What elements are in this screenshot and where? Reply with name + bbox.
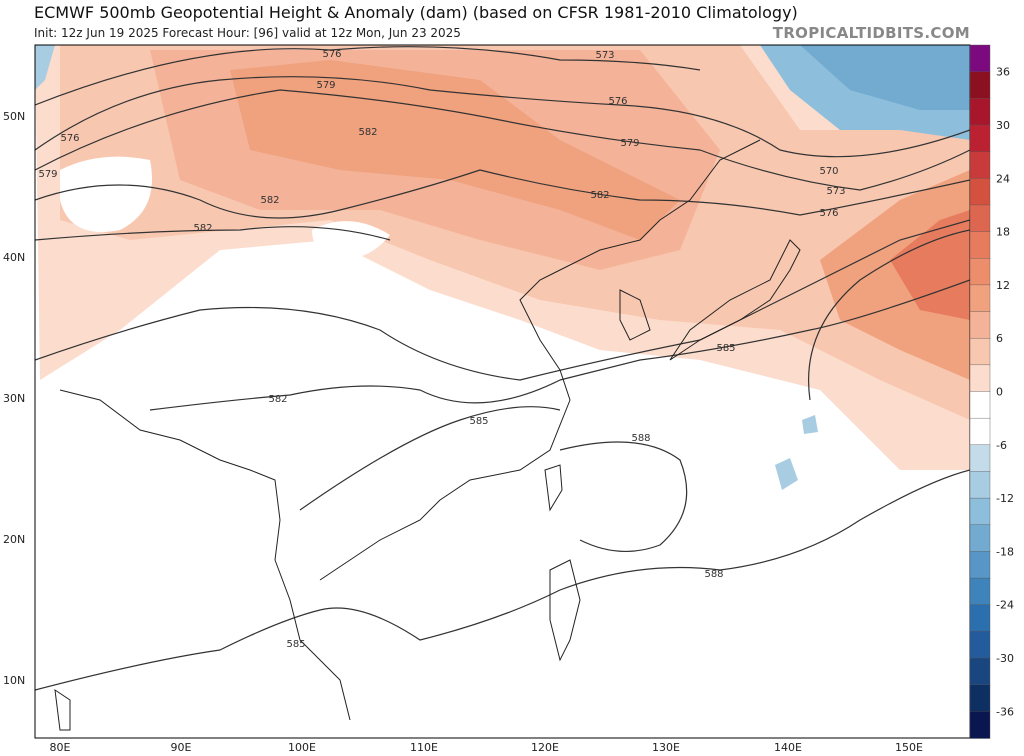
colorbar-swatch xyxy=(969,258,991,286)
contour-label: 570 xyxy=(819,166,838,177)
colorbar: 36 30 24 18 12 6 0 -6 -12 -18 -24 -30 -36 xyxy=(969,44,1014,739)
colorbar-swatch xyxy=(969,311,991,339)
contour-label: 588 xyxy=(704,569,723,580)
colorbar-label: 12 xyxy=(996,279,1010,292)
colorbar-label: 30 xyxy=(996,119,1010,132)
contour-label: 582 xyxy=(590,190,609,201)
lat-label: 30N xyxy=(3,392,25,405)
colorbar-swatch xyxy=(969,711,991,739)
colorbar-swatch xyxy=(969,524,991,553)
contour-label: 579 xyxy=(620,138,639,149)
contour-label: 576 xyxy=(819,208,838,219)
lat-label: 10N xyxy=(3,674,25,687)
colorbar-swatch xyxy=(969,364,991,393)
colorbar-swatch xyxy=(969,71,991,100)
contour-label: 585 xyxy=(286,639,305,650)
colorbar-swatch xyxy=(969,98,991,126)
contour-label: 579 xyxy=(38,169,57,180)
colorbar-swatch xyxy=(969,337,991,366)
colorbar-label: -18 xyxy=(996,545,1014,558)
contour-label: 576 xyxy=(322,49,341,60)
contour-label: 582 xyxy=(260,195,279,206)
lon-label: 130E xyxy=(652,741,680,754)
colorbar-swatch xyxy=(969,497,991,526)
contour-label: 576 xyxy=(608,96,627,107)
lon-label: 150E xyxy=(895,741,923,754)
colorbar-swatch xyxy=(969,44,991,73)
lat-label: 50N xyxy=(3,110,25,123)
colorbar-swatch xyxy=(969,577,991,606)
colorbar-swatch xyxy=(969,551,991,579)
colorbar-label: -36 xyxy=(996,705,1014,718)
contour-label: 579 xyxy=(316,80,335,91)
contour-label: 585 xyxy=(716,343,735,354)
colorbar-swatch xyxy=(969,151,991,179)
colorbar-swatch xyxy=(969,417,991,446)
colorbar-swatch xyxy=(969,444,991,473)
lat-label: 20N xyxy=(3,533,25,546)
contour-label: 576 xyxy=(60,133,79,144)
lon-label: 120E xyxy=(531,741,559,754)
contour-label: 573 xyxy=(595,50,614,61)
contour-labels: 576 579 576 573 576 579 582 582 582 582 582 579 570 5… xyxy=(38,49,845,650)
brand-watermark: TROPICALTIDBITS.COM xyxy=(772,24,970,42)
colorbar-swatch xyxy=(969,178,991,206)
colorbar-swatch xyxy=(969,204,991,233)
anomaly-fill xyxy=(35,45,970,738)
lon-label: 90E xyxy=(171,741,192,754)
colorbar-label: 6 xyxy=(996,332,1003,345)
colorbar-swatch xyxy=(969,657,991,686)
map-subtitle: Init: 12z Jun 19 2025 Forecast Hour: [96… xyxy=(34,26,461,40)
colorbar-swatch xyxy=(969,471,991,499)
lon-label: 110E xyxy=(410,741,438,754)
colorbar-swatch xyxy=(969,604,991,633)
map-title: ECMWF 500mb Geopotential Height & Anomal… xyxy=(34,3,798,22)
contour-label: 582 xyxy=(268,394,287,405)
contour-label: 585 xyxy=(469,416,488,427)
colorbar-label: -6 xyxy=(996,439,1007,452)
contour-label: 582 xyxy=(193,223,212,234)
colorbar-swatch xyxy=(969,391,991,419)
colorbar-label: -30 xyxy=(996,652,1014,665)
lat-label: 40N xyxy=(3,251,25,264)
axis-labels: 50N 40N 30N 20N 10N 80E 90E 100E 110E 120E 130E 140… xyxy=(3,110,923,754)
colorbar-label: 24 xyxy=(996,172,1010,185)
colorbar-label: -24 xyxy=(996,599,1014,612)
colorbar-swatch xyxy=(969,631,991,659)
height-contours xyxy=(35,46,970,691)
lon-label: 100E xyxy=(288,741,316,754)
colorbar-swatch xyxy=(969,231,991,259)
contour-label: 573 xyxy=(826,186,845,197)
colorbar-swatch xyxy=(969,124,991,153)
colorbar-label: 36 xyxy=(996,66,1010,79)
colorbar-swatch xyxy=(969,284,991,313)
colorbar-label: -12 xyxy=(996,492,1014,505)
coastlines xyxy=(54,139,801,731)
colorbar-swatch xyxy=(969,684,991,713)
colorbar-label: 18 xyxy=(996,226,1010,239)
lon-label: 140E xyxy=(774,741,802,754)
contour-label: 588 xyxy=(631,433,650,444)
contour-label: 582 xyxy=(358,127,377,138)
colorbar-label: 0 xyxy=(996,386,1003,399)
lon-label: 80E xyxy=(50,741,71,754)
